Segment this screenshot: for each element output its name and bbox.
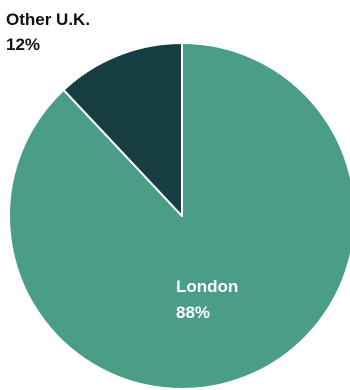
pie-slices [8, 42, 350, 390]
pie-slice-london [8, 42, 350, 390]
slice-value-other-uk: 12% [6, 35, 40, 54]
slice-label-other-uk: Other U.K. [6, 10, 90, 29]
pie-slice-other-u-k [62, 42, 183, 217]
slice-value-london: 88% [176, 303, 210, 322]
slice-label-london: London [176, 277, 238, 296]
